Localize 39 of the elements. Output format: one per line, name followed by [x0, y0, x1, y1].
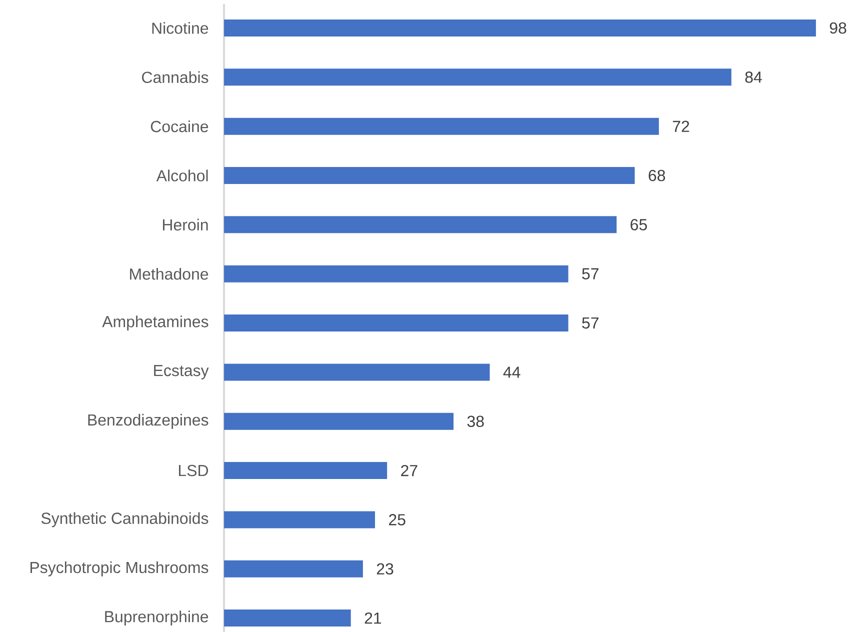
bar [224, 20, 816, 37]
data-label: 25 [389, 514, 406, 526]
y-tick-label: Methadone [130, 268, 208, 280]
data-label: 98 [830, 22, 846, 34]
bar [224, 265, 568, 282]
data-label: 57 [582, 268, 598, 280]
y-tick-label: Psychotropic Mushrooms [30, 561, 208, 576]
data-label: 44 [503, 366, 520, 378]
y-tick-label: Benzodiazepines [88, 414, 208, 429]
data-label: 57 [582, 317, 598, 329]
y-tick-label: Ecstasy [154, 365, 209, 380]
y-tick-label: Cannabis [142, 71, 208, 84]
bar [224, 412, 454, 430]
bar [224, 462, 388, 480]
bar [224, 216, 617, 234]
data-label: 84 [745, 72, 762, 83]
y-tick-label: Heroin [162, 218, 208, 231]
data-label: 68 [648, 170, 666, 182]
data-label: 38 [467, 416, 484, 428]
bar [224, 314, 568, 332]
y-tick-label: Alcohol [156, 170, 208, 182]
bar [224, 68, 732, 86]
data-label: 65 [630, 219, 647, 230]
bar [224, 511, 376, 528]
data-label: 72 [672, 120, 690, 132]
y-tick-label: Nicotine [152, 22, 208, 34]
y-tick-label: Amphetamines [102, 316, 208, 330]
y-tick-label: Cocaine [150, 120, 208, 132]
y-tick-label: Buprenorphine [105, 610, 208, 626]
y-tick-label: LSD [178, 464, 208, 476]
bar [224, 610, 351, 627]
bar [224, 364, 490, 381]
bar [224, 560, 363, 578]
y-tick-label: Synthetic Cannabinoids [41, 512, 208, 528]
data-label: 27 [401, 464, 418, 476]
data-label: 23 [376, 563, 394, 575]
data-label: 21 [364, 612, 382, 624]
bar [224, 167, 635, 184]
bar [224, 118, 659, 135]
